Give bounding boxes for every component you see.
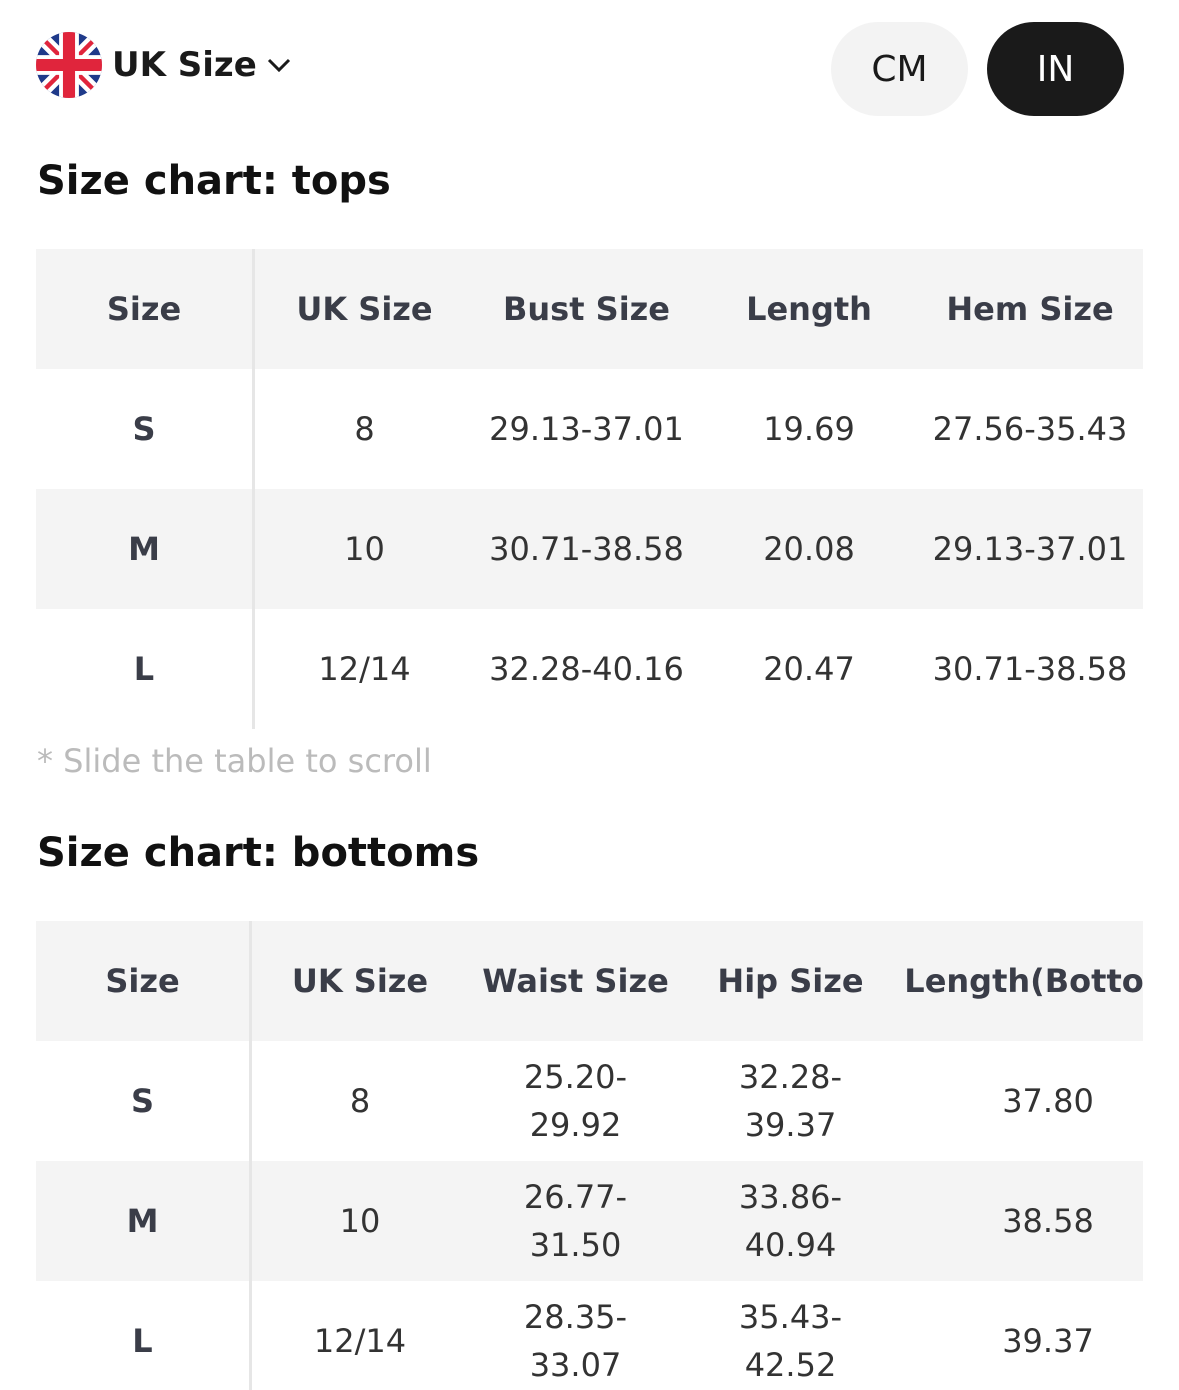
table-cell: 20.08	[763, 530, 855, 568]
cell-line: 39.37	[744, 1106, 837, 1144]
table-cell: 19.69	[763, 410, 855, 448]
cell-line: 32.28-	[738, 1058, 843, 1096]
column-header: Hip Size	[717, 962, 864, 1000]
cell-line: 28.35-	[523, 1298, 628, 1336]
table-row: S 8 25.20- 29.92 32.28- 39.37 37.80	[36, 1041, 1143, 1161]
unit-cm-button[interactable]: CM	[831, 22, 968, 116]
region-size-selector[interactable]: UK Size	[36, 32, 291, 98]
unit-in-button[interactable]: IN	[987, 22, 1124, 116]
table-cell: L	[36, 1281, 252, 1390]
bottoms-table[interactable]: Size UK Size Waist Size Hip Size Length(Bott…	[36, 921, 1143, 1390]
table-row: M 10 26.77- 31.50 33.86- 40.94 38.58	[36, 1161, 1143, 1281]
table-row: S 8 29.13-37.01 19.69 27.56-35.43	[36, 369, 1143, 489]
table-cell: 10	[344, 530, 385, 568]
column-header: Length(Bottom)	[904, 962, 1143, 1000]
table-header-row: Size UK Size Waist Size Hip Size Length(Bott…	[36, 921, 1143, 1041]
table-cell: 32.28- 39.37	[683, 1041, 898, 1161]
tops-table[interactable]: Size UK Size Bust Size Length Hem Size S 8 29.1…	[36, 249, 1143, 729]
scroll-hint: * Slide the table to scroll	[37, 742, 432, 780]
table-cell: M	[36, 1161, 252, 1281]
table-cell: 25.20- 29.92	[468, 1041, 683, 1161]
table-cell: 8	[354, 410, 375, 448]
cell-line: 29.92	[529, 1106, 622, 1144]
table-cell: M	[36, 489, 255, 609]
cell-line: 35.43-	[738, 1298, 843, 1336]
column-header: Bust Size	[503, 290, 670, 328]
table-cell: 27.56-35.43	[932, 410, 1128, 448]
table-cell: 12/14	[313, 1322, 407, 1360]
cell-line: 33.86-	[738, 1178, 843, 1216]
cell-line: 40.94	[744, 1226, 837, 1264]
cell-line: 33.07	[529, 1346, 622, 1384]
top-bar: UK Size CM IN	[36, 22, 1124, 116]
column-header: Waist Size	[482, 962, 669, 1000]
table-row: L 12/14 32.28-40.16 20.47 30.71-38.58	[36, 609, 1143, 729]
column-header: Size	[36, 921, 252, 1041]
column-header: Length	[746, 290, 872, 328]
table-cell: 28.35- 33.07	[468, 1281, 683, 1390]
column-header: Size	[36, 249, 255, 369]
cell-line: 26.77-	[523, 1178, 628, 1216]
table-cell: 8	[349, 1082, 371, 1120]
column-header: Hem Size	[946, 290, 1114, 328]
table-cell: L	[36, 609, 255, 729]
table-cell: 10	[339, 1202, 381, 1240]
table-cell: 26.77- 31.50	[468, 1161, 683, 1281]
table-cell: 38.58	[1002, 1202, 1094, 1240]
cell-line: 25.20-	[523, 1058, 628, 1096]
uk-flag-icon	[36, 32, 102, 98]
table-row: M 10 30.71-38.58 20.08 29.13-37.01	[36, 489, 1143, 609]
cell-line: 31.50	[529, 1226, 622, 1264]
table-cell: S	[36, 369, 255, 489]
table-cell: 29.13-37.01	[489, 410, 684, 448]
table-cell: 12/14	[318, 650, 411, 688]
cell-line: 42.52	[744, 1346, 837, 1384]
chevron-down-icon	[267, 58, 290, 72]
table-cell: S	[36, 1041, 252, 1161]
table-row: L 12/14 28.35- 33.07 35.43- 42.52 39.37	[36, 1281, 1143, 1390]
table-cell: 39.37	[1002, 1322, 1094, 1360]
table-cell: 32.28-40.16	[489, 650, 684, 688]
table-cell: 29.13-37.01	[932, 530, 1128, 568]
table-cell: 35.43- 42.52	[683, 1281, 898, 1390]
table-cell: 20.47	[763, 650, 855, 688]
column-header: UK Size	[291, 962, 429, 1000]
table-header-row: Size UK Size Bust Size Length Hem Size	[36, 249, 1143, 369]
table-cell: 30.71-38.58	[932, 650, 1128, 688]
table-cell: 37.80	[1002, 1082, 1094, 1120]
table-cell: 30.71-38.58	[489, 530, 684, 568]
table-cell: 33.86- 40.94	[683, 1161, 898, 1281]
column-header: UK Size	[296, 290, 433, 328]
bottoms-title: Size chart: bottoms	[37, 830, 480, 876]
tops-title: Size chart: tops	[37, 158, 391, 204]
region-label: UK Size	[112, 45, 257, 85]
